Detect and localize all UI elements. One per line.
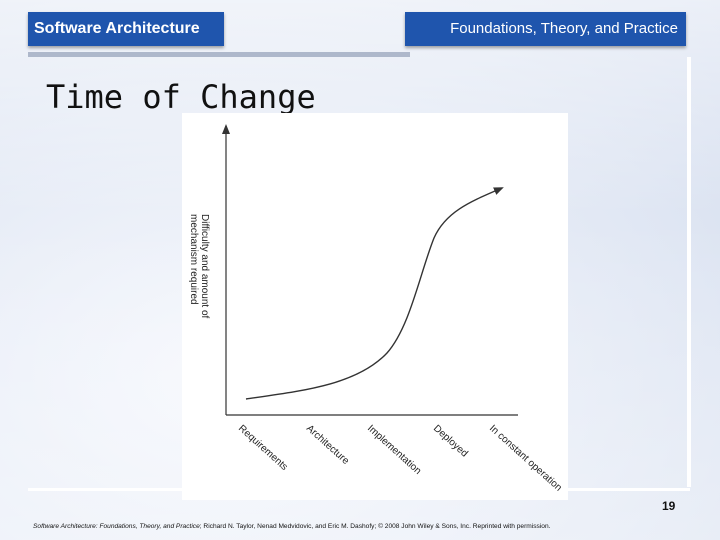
page-number: 19 xyxy=(662,499,676,513)
header-right-bar: Foundations, Theory, and Practice xyxy=(405,12,686,46)
x-label-constant-operation: In constant operation xyxy=(487,423,564,494)
header-right-title: Foundations, Theory, and Practice xyxy=(450,20,678,37)
y-axis-label: Difficulty and amount of mechanism requi… xyxy=(188,214,210,319)
footer-citation: Software Architecture: Foundations, Theo… xyxy=(33,523,550,530)
x-label-implementation: Implementation xyxy=(365,423,423,477)
header-left-title: Software Architecture xyxy=(34,20,200,37)
y-axis-label-line1: Difficulty and amount of xyxy=(199,214,210,319)
x-label-requirements: Requirements xyxy=(236,423,290,473)
x-label-architecture: Architecture xyxy=(304,423,351,467)
right-border-line xyxy=(687,57,691,487)
header-rule xyxy=(28,52,410,57)
footer-book-title: Software Architecture: Foundations, Theo… xyxy=(33,523,200,530)
slide-title: Time of Change xyxy=(46,78,316,116)
footer-credits: ; Richard N. Taylor, Nenad Medvidovic, a… xyxy=(199,523,551,530)
time-of-change-diagram: Difficulty and amount of mechanism requi… xyxy=(188,124,564,494)
change-cost-curve xyxy=(245,187,504,400)
time-of-change-figure: Difficulty and amount of mechanism requi… xyxy=(182,113,568,500)
header-left-bar: Software Architecture xyxy=(28,12,224,46)
y-axis-label-line2: mechanism required xyxy=(188,214,199,305)
x-label-deployed: Deployed xyxy=(431,423,470,459)
